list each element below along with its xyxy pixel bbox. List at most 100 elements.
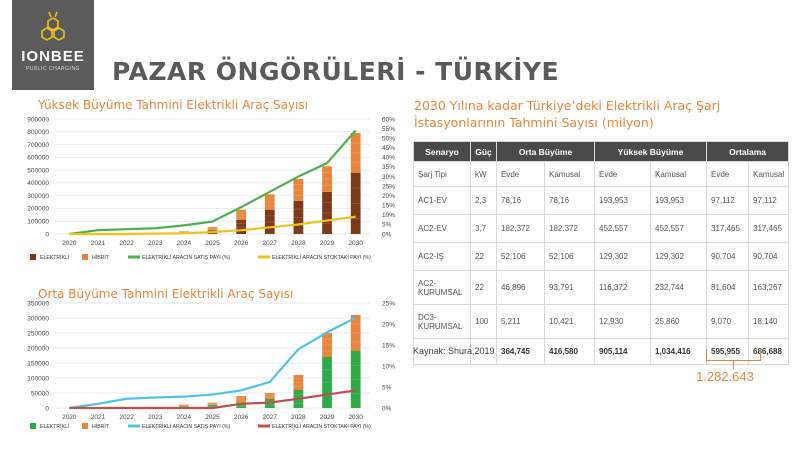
legend-label: ELEKTRİKLİ ARACIN STOKTAKİ PAYI (%) — [272, 423, 371, 430]
table-cell: 97,112 — [747, 186, 790, 215]
table-row: AC2-KURUMSAL 22 46,896 93,791 116,372 23… — [413, 270, 790, 305]
table-cell: 10,421 — [544, 304, 595, 339]
x-tick-label: 2029 — [320, 240, 335, 247]
y-tick-label: 900000 — [27, 116, 49, 123]
y2-tick-label: 20% — [382, 321, 395, 328]
table-cell: 52,106 — [544, 242, 595, 271]
y2-tick-label: 25% — [382, 183, 395, 190]
table-cell: 232,744 — [650, 270, 707, 305]
table-cell: 93,791 — [544, 270, 595, 305]
table-cell: 129,302 — [650, 242, 707, 271]
logo-subtitle: PUBLIC CHARGING — [26, 66, 80, 72]
y-tick-label: 0 — [45, 231, 49, 238]
x-tick-label: 2021 — [91, 240, 106, 247]
page-title: PAZAR ÖNGÖRÜLERİ - TÜRKİYE — [112, 57, 560, 86]
legend-swatch — [128, 255, 140, 259]
table-cell: 905,114 — [594, 338, 651, 365]
table-cell: 25,860 — [650, 304, 707, 339]
y-tick-label: 300000 — [27, 315, 49, 322]
table-cell: 129,302 — [594, 242, 651, 271]
table-cell: 90,704 — [747, 242, 790, 271]
bar — [293, 375, 304, 390]
y2-tick-label: 50% — [382, 135, 395, 142]
subheader-cell: Şarj Tipi — [413, 161, 471, 187]
x-tick-label: 2020 — [62, 240, 77, 247]
y-tick-label: 800000 — [27, 129, 49, 136]
table-cell: 46,896 — [496, 270, 545, 305]
table-cell: 182.372 — [544, 214, 595, 243]
subheader-cell: Evde — [706, 161, 749, 187]
bar — [264, 194, 275, 210]
bar — [236, 209, 247, 220]
table-cell — [413, 338, 471, 365]
bar — [350, 133, 361, 173]
legend-label: ELEKTRİKLİ — [40, 423, 69, 430]
table-subheader-row: Şarj Tipi kW Evde Kamusal Evde Kamusal E… — [413, 161, 790, 187]
y-tick-label: 200000 — [27, 206, 49, 213]
y2-tick-label: 20% — [382, 193, 395, 200]
legend-swatch — [258, 255, 270, 259]
table-cell: 193,953 — [594, 186, 651, 215]
legend-label: ELEKTRİKLİ ARACIN SATIŞ PAYI (%) — [142, 423, 230, 430]
legend-swatch — [128, 424, 140, 428]
y-tick-label: 50000 — [31, 390, 49, 397]
legend-swatch — [258, 424, 270, 428]
bar — [207, 402, 218, 405]
y-tick-label: 700000 — [27, 142, 49, 149]
y2-tick-label: 0% — [382, 231, 392, 238]
x-tick-label: 2022 — [119, 414, 134, 421]
honeycomb-icon — [41, 11, 65, 41]
header-cell: Yüksek Büyüme — [594, 141, 707, 162]
y2-tick-label: 35% — [382, 164, 395, 171]
table-cell: AC1-EV — [413, 186, 471, 215]
legend-label: ELEKTRİKLİ ARACIN SATIŞ PAYI (%) — [142, 254, 230, 261]
table-cell: 5,211 — [496, 304, 545, 339]
y2-tick-label: 5% — [382, 384, 392, 391]
legend-swatch — [30, 254, 36, 260]
high-growth-chart: 0 100000 200000 300000 400000 500000 600000 700… — [27, 116, 395, 261]
average-sum: 1.282.643 — [696, 369, 754, 384]
x-tick-label: 2026 — [234, 414, 249, 421]
bar — [236, 396, 247, 403]
y-tick-label: 350000 — [27, 300, 49, 307]
table-cell: 182,372 — [496, 214, 545, 243]
header-cell: Ortalama — [705, 141, 790, 162]
subheader-cell: kW — [470, 161, 497, 187]
medium-growth-chart: 0 50000 100000 150000 200000 250000 300000 3500… — [27, 300, 395, 430]
y2-tick-label: 5% — [382, 222, 392, 229]
y2-tick-label: 30% — [382, 174, 395, 181]
bar — [264, 209, 275, 234]
y-tick-label: 400000 — [27, 180, 49, 187]
x-tick-label: 2025 — [205, 414, 220, 421]
y-tick-label: 300000 — [27, 193, 49, 200]
y2-tick-label: 10% — [382, 363, 395, 370]
table-cell: 22 — [470, 242, 497, 271]
bar — [322, 191, 332, 234]
x-tick-label: 2024 — [177, 414, 192, 421]
table-cell: 90,704 — [706, 242, 749, 271]
table-row: AC1-EV 2,3 78,16 78,16 193,953 193,953 9… — [413, 186, 790, 215]
bar — [350, 351, 361, 408]
chart2-title: Orta Büyüme Tahmini Elektrikli Araç Sayı… — [38, 287, 294, 301]
y2-tick-label: 15% — [382, 342, 395, 349]
source-note: Kaynak: Shura,2019 — [413, 346, 495, 356]
x-tick-label: 2030 — [348, 240, 363, 247]
y-tick-label: 500000 — [27, 167, 49, 174]
y2-tick-label: 0% — [382, 405, 392, 412]
table-cell: 2,3 — [470, 186, 497, 215]
subheader-cell: Kamusal — [544, 161, 595, 187]
legend-label: ELEKTRİKLİ — [40, 254, 69, 261]
y-tick-label: 150000 — [27, 360, 49, 367]
bar — [236, 402, 247, 408]
bar — [293, 179, 304, 201]
table-row: AC2-İŞ 22 52,106 52,106 129,302 129,302 … — [413, 242, 790, 271]
y2-tick-label: 60% — [382, 116, 395, 123]
charging-stations-table: Senaryo Güç Orta Büyüme Yüksek Büyüme Or… — [413, 141, 790, 365]
table-title: 2030 Yılına kadar Türkiye’deki Elektrikl… — [414, 98, 721, 130]
x-tick-label: 2028 — [291, 414, 306, 421]
logo-text: IONBEE — [21, 48, 85, 65]
table-cell: AC2-EV — [413, 214, 471, 243]
bar — [178, 231, 189, 233]
table-row: DC3-KURUMSAL 100 5,211 10,421 12,930 25,… — [413, 304, 790, 339]
table-total-row: 364,745 416,580 905,114 1,034,416 595,95… — [413, 338, 790, 365]
